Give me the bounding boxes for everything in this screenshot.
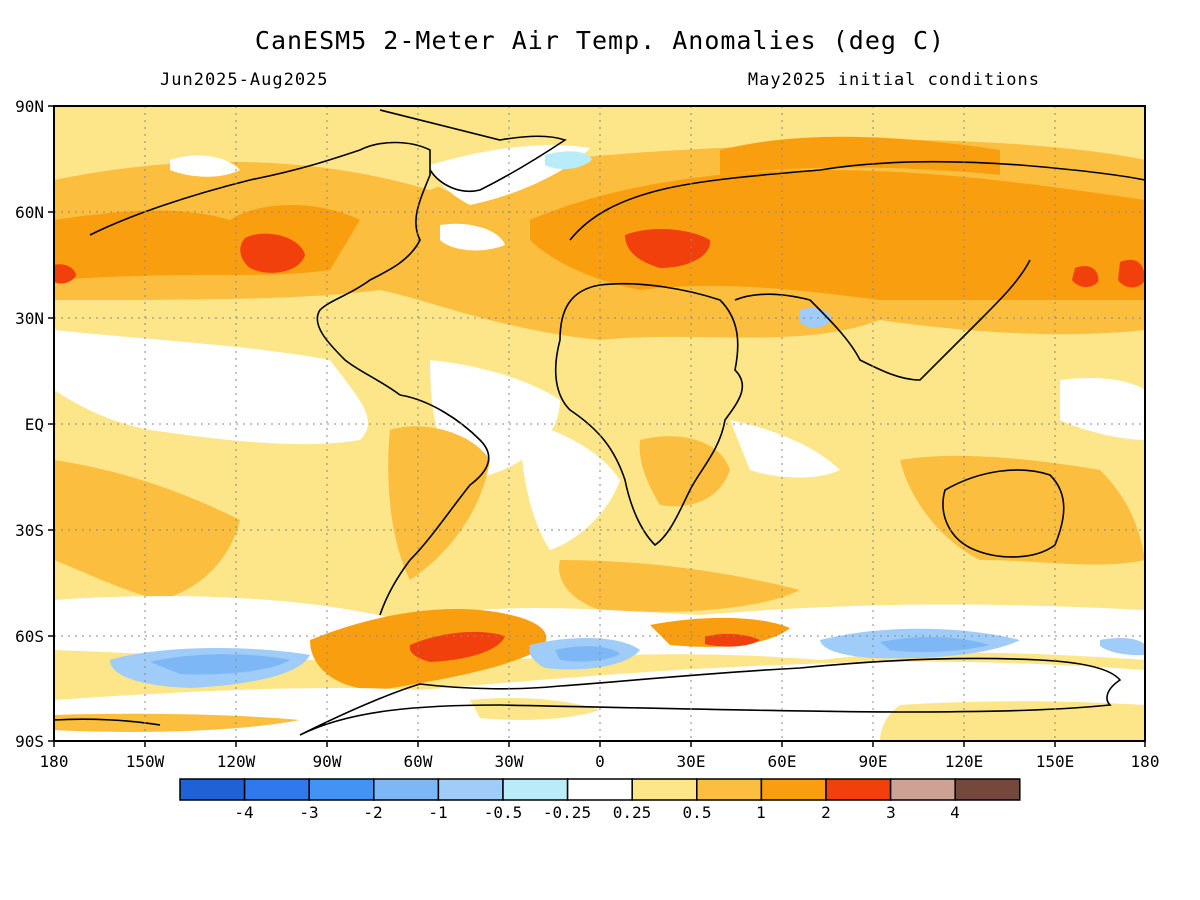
colorbar-box [889,778,956,801]
colorbar: -4 -3 -2 -1 -0.5 -0.25 0.25 0.5 1 2 3 4 [179,778,1021,822]
lat-label-60n: 60N [15,203,44,222]
colorbar-label: 0.5 [683,803,712,822]
coastlines [54,109,1145,736]
axis-ticks [48,105,1146,747]
colorbar-label: 3 [886,803,896,822]
lon-label-120e: 120E [945,752,984,771]
lon-label-0: 0 [595,752,605,771]
colorbar-label: -4 [234,803,253,822]
lat-label-90s: 90S [15,732,44,751]
colorbar-box [631,778,698,801]
colorbar-box [760,778,827,801]
colorbar-label: -2 [363,803,382,822]
lat-label-60s: 60S [15,627,44,646]
lon-label-60w: 60W [404,752,433,771]
lon-label-150w: 150W [126,752,165,771]
lon-label-30e: 30E [677,752,706,771]
lon-label-180w: 180 [40,752,69,771]
colorbar-label: -1 [428,803,447,822]
lat-label-30n: 30N [15,309,44,328]
colorbar-box [502,778,569,801]
lat-label-eq: EQ [25,415,44,434]
colorbar-label: 4 [950,803,960,822]
colorbar-labels: -4 -3 -2 -1 -0.5 -0.25 0.25 0.5 1 2 3 4 [234,803,959,822]
lon-label-60e: 60E [768,752,797,771]
colorbar-box [179,778,246,801]
colorbar-box [308,778,375,801]
lon-label-180e: 180 [1131,752,1160,771]
lon-label-90w: 90W [313,752,342,771]
colorbar-label: -3 [299,803,318,822]
colorbar-box [696,778,763,801]
colorbar-box [437,778,504,801]
colorbar-label: -0.25 [543,803,591,822]
colorbar-boxes [179,778,1021,801]
lon-label-90e: 90E [859,752,888,771]
colorbar-label: -0.5 [484,803,523,822]
colorbar-box [954,778,1021,801]
initial-conditions-label: May2025 initial conditions [747,70,1040,90]
longitude-labels: 180 150W 120W 90W 60W 30W 0 30E 60E 90E … [40,752,1160,771]
period-label: Jun2025-Aug2025 [160,70,329,90]
colorbar-box [373,778,440,801]
graticule [54,106,1145,741]
colorbar-box [566,778,633,801]
colorbar-box [825,778,892,801]
latitude-labels: 90N 60N 30N EQ 30S 60S 90S [15,97,44,751]
lon-label-120w: 120W [217,752,256,771]
colorbar-box [243,778,310,801]
colorbar-label: 0.25 [613,803,652,822]
map-title: CanESM5 2-Meter Air Temp. Anomalies (deg… [254,26,946,55]
lon-label-150e: 150E [1036,752,1075,771]
lon-label-30w: 30W [495,752,524,771]
colorbar-label: 2 [821,803,831,822]
lat-label-30s: 30S [15,521,44,540]
lat-label-90n: 90N [15,97,44,116]
colorbar-label: 1 [756,803,766,822]
